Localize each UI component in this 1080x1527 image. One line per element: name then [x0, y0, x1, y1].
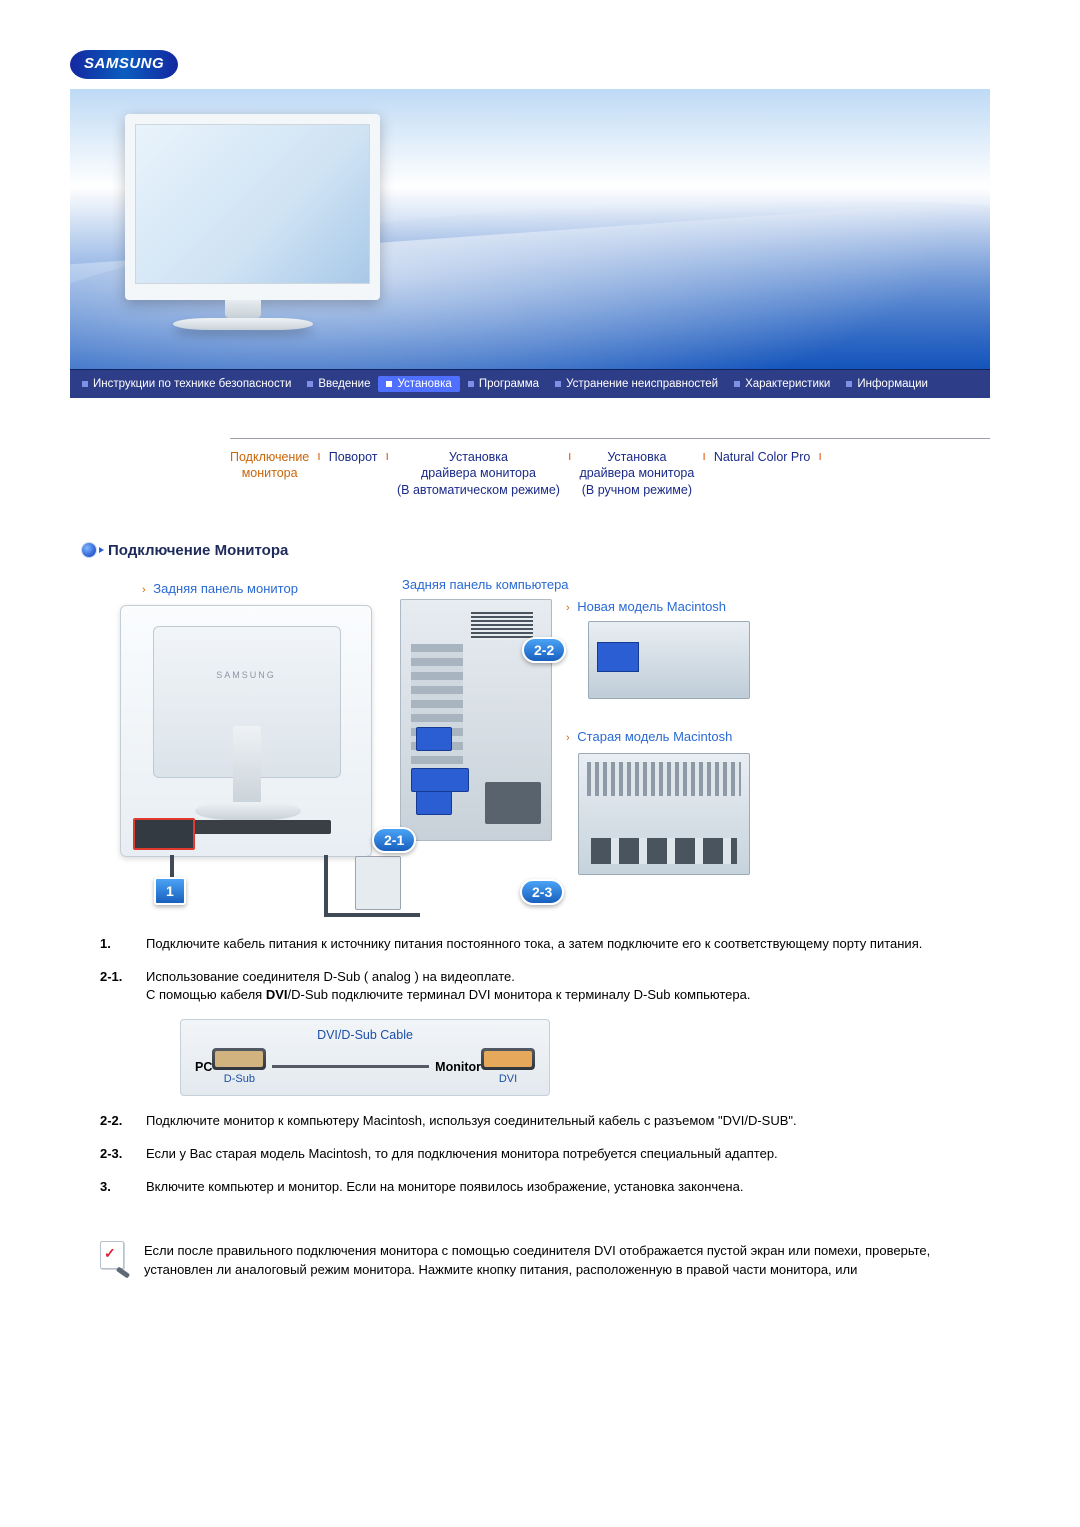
arrow-icon: › [566, 602, 570, 614]
nav-item-label: Введение [318, 378, 370, 390]
step-text: Подключите монитор к компьютеру Macintos… [146, 1112, 1010, 1131]
nav-item-5[interactable]: Характеристики [726, 376, 838, 392]
subnav-item-3[interactable]: Установкадрайвера монитора(В ручном режи… [579, 449, 694, 498]
step-number: 2-2. [100, 1112, 146, 1131]
nav-item-3[interactable]: Программа [460, 376, 547, 392]
nav-item-label: Инструкции по технике безопасности [93, 378, 291, 390]
section-title: Подключение Монитора [108, 542, 288, 559]
nav-item-0[interactable]: Инструкции по технике безопасности [74, 376, 299, 392]
step-row: 1.Подключите кабель питания к источнику … [100, 935, 1010, 954]
step-text: Подключите кабель питания к источнику пи… [146, 935, 1010, 954]
nav-item-4[interactable]: Устранение неисправностей [547, 376, 726, 392]
arrow-icon: › [566, 732, 570, 744]
diagram-label-mac-new: Новая модель Macintosh [577, 599, 726, 614]
nav-marker-icon [307, 381, 313, 387]
dvi-connector-icon [481, 1048, 535, 1070]
subnav-line1: Natural Color Pro [714, 449, 811, 465]
step-text: Использование соединителя D-Sub ( analog… [146, 968, 1010, 1006]
nav-item-2[interactable]: Установка [378, 376, 459, 392]
arrow-icon: › [142, 584, 146, 596]
subnav-separator-icon: ı [311, 449, 326, 498]
dsub-connector-icon [212, 1048, 266, 1070]
nav-marker-icon [82, 381, 88, 387]
diagram-label-pc: Задняя панель компьютера [402, 577, 569, 592]
subnav-separator-icon: ı [562, 449, 577, 498]
diagram-number-2-3: 2-3 [520, 879, 564, 905]
subnav-line2: монитора [242, 465, 298, 481]
subnav-line1: Подключение [230, 449, 309, 465]
subnav-line2: драйвера монитора [421, 465, 536, 481]
cable-pc-label: PC [195, 1060, 212, 1074]
subnav-item-2[interactable]: Установкадрайвера монитора(В автоматичес… [397, 449, 560, 498]
hero-monitor-illustration [125, 114, 360, 334]
step-text: Если у Вас старая модель Macintosh, то д… [146, 1145, 1010, 1164]
hero-banner [70, 89, 990, 369]
subnav-line1: Установка [449, 449, 508, 465]
diagram-monitor-back: SAMSUNG [120, 605, 372, 857]
step-row: 2-1.Использование соединителя D-Sub ( an… [100, 968, 1010, 1006]
step-number: 2-3. [100, 1145, 146, 1164]
nav-item-1[interactable]: Введение [299, 376, 378, 392]
bold-term: DVI [266, 987, 288, 1002]
subnav-item-0[interactable]: Подключениемонитора [230, 449, 309, 498]
diagram-mac-old [578, 753, 750, 875]
section-bullet-icon [82, 543, 96, 557]
sub-nav: ПодключениемонитораıПоворотıУстановкадра… [230, 438, 990, 498]
nav-marker-icon [386, 381, 392, 387]
nav-marker-icon [555, 381, 561, 387]
subnav-separator-icon: ı [696, 449, 711, 498]
diagram-number-2-2: 2-2 [522, 637, 566, 663]
cable-line-icon [272, 1065, 429, 1068]
nav-marker-icon [846, 381, 852, 387]
steps-list: 1.Подключите кабель питания к источнику … [100, 935, 1010, 1197]
subnav-item-4[interactable]: Natural Color Pro [714, 449, 811, 498]
connection-diagram: › Задняя панель монитор Задняя панель ко… [110, 577, 750, 917]
subnav-line3: (В ручном режиме) [582, 482, 692, 498]
nav-marker-icon [734, 381, 740, 387]
subnav-separator-icon: ı [380, 449, 395, 498]
main-nav: Инструкции по технике безопасности Введен… [70, 369, 990, 398]
cable-title: DVI/D-Sub Cable [195, 1028, 535, 1042]
step-number: 2-1. [100, 968, 146, 1006]
cable-diagram-box: DVI/D-Sub Cable PC D-Sub Monitor DVI [180, 1019, 550, 1096]
step-text: Включите компьютер и монитор. Если на мо… [146, 1178, 1010, 1197]
diagram-monitor-brand: SAMSUNG [216, 670, 276, 680]
step-number: 1. [100, 935, 146, 954]
subnav-item-1[interactable]: Поворот [329, 449, 378, 498]
nav-item-label: Характеристики [745, 378, 830, 390]
subnav-separator-icon: ı [812, 449, 827, 498]
diagram-number-1: 1 [154, 877, 186, 905]
subnav-line3: (В автоматическом режиме) [397, 482, 560, 498]
subnav-line1: Поворот [329, 449, 378, 465]
note-icon: ✓ [100, 1241, 128, 1273]
diagram-label-mac-old: Старая модель Macintosh [577, 729, 732, 744]
nav-item-label: Устранение неисправностей [566, 378, 718, 390]
diagram-number-2-1: 2-1 [372, 827, 416, 853]
brand-logo: SAMSUNG [70, 50, 178, 79]
subnav-line2: драйвера монитора [579, 465, 694, 481]
nav-marker-icon [468, 381, 474, 387]
step-row: 2-3.Если у Вас старая модель Macintosh, … [100, 1145, 1010, 1164]
nav-item-label: Установка [397, 378, 451, 390]
diagram-mac-new [588, 621, 750, 699]
step-number: 3. [100, 1178, 146, 1197]
cable-left-label: D-Sub [224, 1073, 255, 1085]
cable-monitor-label: Monitor [435, 1060, 481, 1074]
subnav-line1: Установка [607, 449, 666, 465]
diagram-label-monitor: Задняя панель монитор [153, 581, 298, 596]
step-row: 3.Включите компьютер и монитор. Если на … [100, 1178, 1010, 1197]
note-text: Если после правильного подключения монит… [144, 1241, 980, 1280]
step-row: 2-2.Подключите монитор к компьютеру Maci… [100, 1112, 1010, 1131]
nav-item-label: Информации [857, 378, 928, 390]
nav-item-6[interactable]: Информации [838, 376, 936, 392]
nav-item-label: Программа [479, 378, 539, 390]
cable-right-label: DVI [499, 1073, 517, 1085]
